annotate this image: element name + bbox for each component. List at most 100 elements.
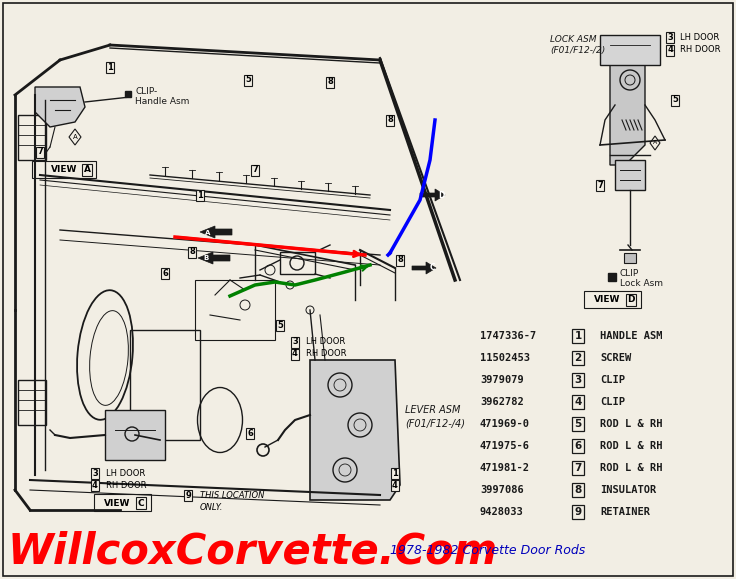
Text: 3: 3 xyxy=(667,32,673,42)
Text: 5: 5 xyxy=(245,75,251,85)
Polygon shape xyxy=(615,160,645,190)
Bar xyxy=(280,252,315,274)
Text: LOCK ASM: LOCK ASM xyxy=(550,35,596,45)
Text: 1: 1 xyxy=(574,331,581,341)
Text: 8: 8 xyxy=(327,78,333,86)
Text: A: A xyxy=(73,134,77,140)
Text: RETAINER: RETAINER xyxy=(600,507,650,517)
Text: INSULATOR: INSULATOR xyxy=(600,485,657,495)
Text: 6: 6 xyxy=(162,269,168,277)
Text: 9428033: 9428033 xyxy=(480,507,524,517)
Text: C: C xyxy=(138,499,144,508)
Text: WillcoxCorvette.Com: WillcoxCorvette.Com xyxy=(8,530,498,572)
Text: VIEW: VIEW xyxy=(104,499,130,508)
Text: C: C xyxy=(429,263,435,273)
Text: D: D xyxy=(438,190,445,200)
Text: 4: 4 xyxy=(92,481,98,489)
FancyBboxPatch shape xyxy=(584,291,641,308)
Text: 6: 6 xyxy=(247,428,253,438)
Bar xyxy=(18,380,46,425)
Text: 3997086: 3997086 xyxy=(480,485,524,495)
Text: Lock Asm: Lock Asm xyxy=(620,278,663,288)
Text: B: B xyxy=(203,255,208,261)
Text: ROD L & RH: ROD L & RH xyxy=(600,441,662,451)
Polygon shape xyxy=(125,91,131,97)
FancyBboxPatch shape xyxy=(94,494,151,511)
Text: ROD L & RH: ROD L & RH xyxy=(600,419,662,429)
Polygon shape xyxy=(600,35,660,65)
Text: 1: 1 xyxy=(107,63,113,71)
Text: 7: 7 xyxy=(252,166,258,174)
Polygon shape xyxy=(610,45,645,165)
Text: 1747336-7: 1747336-7 xyxy=(480,331,537,341)
Text: 6: 6 xyxy=(574,441,581,451)
Text: 3979079: 3979079 xyxy=(480,375,524,385)
Text: VIEW: VIEW xyxy=(594,295,620,305)
Text: 4: 4 xyxy=(667,46,673,54)
Text: RH DOOR: RH DOOR xyxy=(106,481,146,489)
Text: 4: 4 xyxy=(292,350,298,358)
Text: 11502453: 11502453 xyxy=(480,353,530,363)
Text: 1: 1 xyxy=(392,468,398,478)
Text: 8: 8 xyxy=(189,247,195,256)
Text: 8: 8 xyxy=(387,115,393,124)
Text: 4: 4 xyxy=(392,481,398,489)
Text: 5: 5 xyxy=(574,419,581,429)
Text: LH DOOR: LH DOOR xyxy=(106,468,145,478)
Text: 7: 7 xyxy=(597,181,603,189)
Text: 4: 4 xyxy=(574,397,581,407)
Text: CLIP-: CLIP- xyxy=(135,87,158,97)
Polygon shape xyxy=(624,253,636,263)
Text: LEVER ASM: LEVER ASM xyxy=(405,405,461,415)
Text: 7: 7 xyxy=(574,463,581,473)
Text: 3: 3 xyxy=(574,375,581,385)
Text: 1978-1982 Corvette Door Rods: 1978-1982 Corvette Door Rods xyxy=(390,544,585,558)
Text: SCREW: SCREW xyxy=(600,353,631,363)
Text: RH DOOR: RH DOOR xyxy=(306,350,347,358)
Text: D: D xyxy=(627,295,634,305)
Text: ONLY.: ONLY. xyxy=(200,503,223,511)
Text: A: A xyxy=(653,141,657,145)
Polygon shape xyxy=(35,87,85,127)
Bar xyxy=(195,280,275,340)
Text: 471975-6: 471975-6 xyxy=(480,441,530,451)
Text: 471981-2: 471981-2 xyxy=(480,463,530,473)
Text: LH DOOR: LH DOOR xyxy=(680,32,719,42)
Bar xyxy=(18,115,46,160)
Polygon shape xyxy=(198,252,230,264)
Text: 1: 1 xyxy=(197,190,203,200)
Text: (F01/F12-/4): (F01/F12-/4) xyxy=(405,418,465,428)
Polygon shape xyxy=(412,262,436,274)
Text: 9: 9 xyxy=(185,490,191,500)
Text: LH DOOR: LH DOOR xyxy=(306,338,345,346)
Text: RH DOOR: RH DOOR xyxy=(680,46,721,54)
Polygon shape xyxy=(105,410,165,460)
Text: 2: 2 xyxy=(574,353,581,363)
Text: VIEW: VIEW xyxy=(51,166,77,174)
Text: CLIP: CLIP xyxy=(600,397,625,407)
Text: 9: 9 xyxy=(574,507,581,517)
Text: 5: 5 xyxy=(672,96,678,104)
Text: 3962782: 3962782 xyxy=(480,397,524,407)
Polygon shape xyxy=(420,189,445,201)
Text: Handle Asm: Handle Asm xyxy=(135,97,189,105)
Text: 471969-0: 471969-0 xyxy=(480,419,530,429)
Bar xyxy=(130,330,200,440)
Text: CLIP: CLIP xyxy=(600,375,625,385)
Text: (F01/F12-/2): (F01/F12-/2) xyxy=(550,46,605,54)
Text: 3: 3 xyxy=(92,468,98,478)
Text: THIS LOCATION: THIS LOCATION xyxy=(200,490,264,500)
Text: 8: 8 xyxy=(397,255,403,265)
Polygon shape xyxy=(200,226,232,238)
Text: ROD L & RH: ROD L & RH xyxy=(600,463,662,473)
Text: 7: 7 xyxy=(37,148,43,156)
Text: 5: 5 xyxy=(277,321,283,329)
FancyBboxPatch shape xyxy=(32,161,96,178)
Text: A: A xyxy=(205,230,210,236)
Polygon shape xyxy=(310,360,400,500)
Text: 8: 8 xyxy=(574,485,581,495)
Text: A: A xyxy=(83,166,91,174)
Text: CLIP: CLIP xyxy=(620,269,640,277)
Text: HANDLE ASM: HANDLE ASM xyxy=(600,331,662,341)
Polygon shape xyxy=(608,273,616,281)
